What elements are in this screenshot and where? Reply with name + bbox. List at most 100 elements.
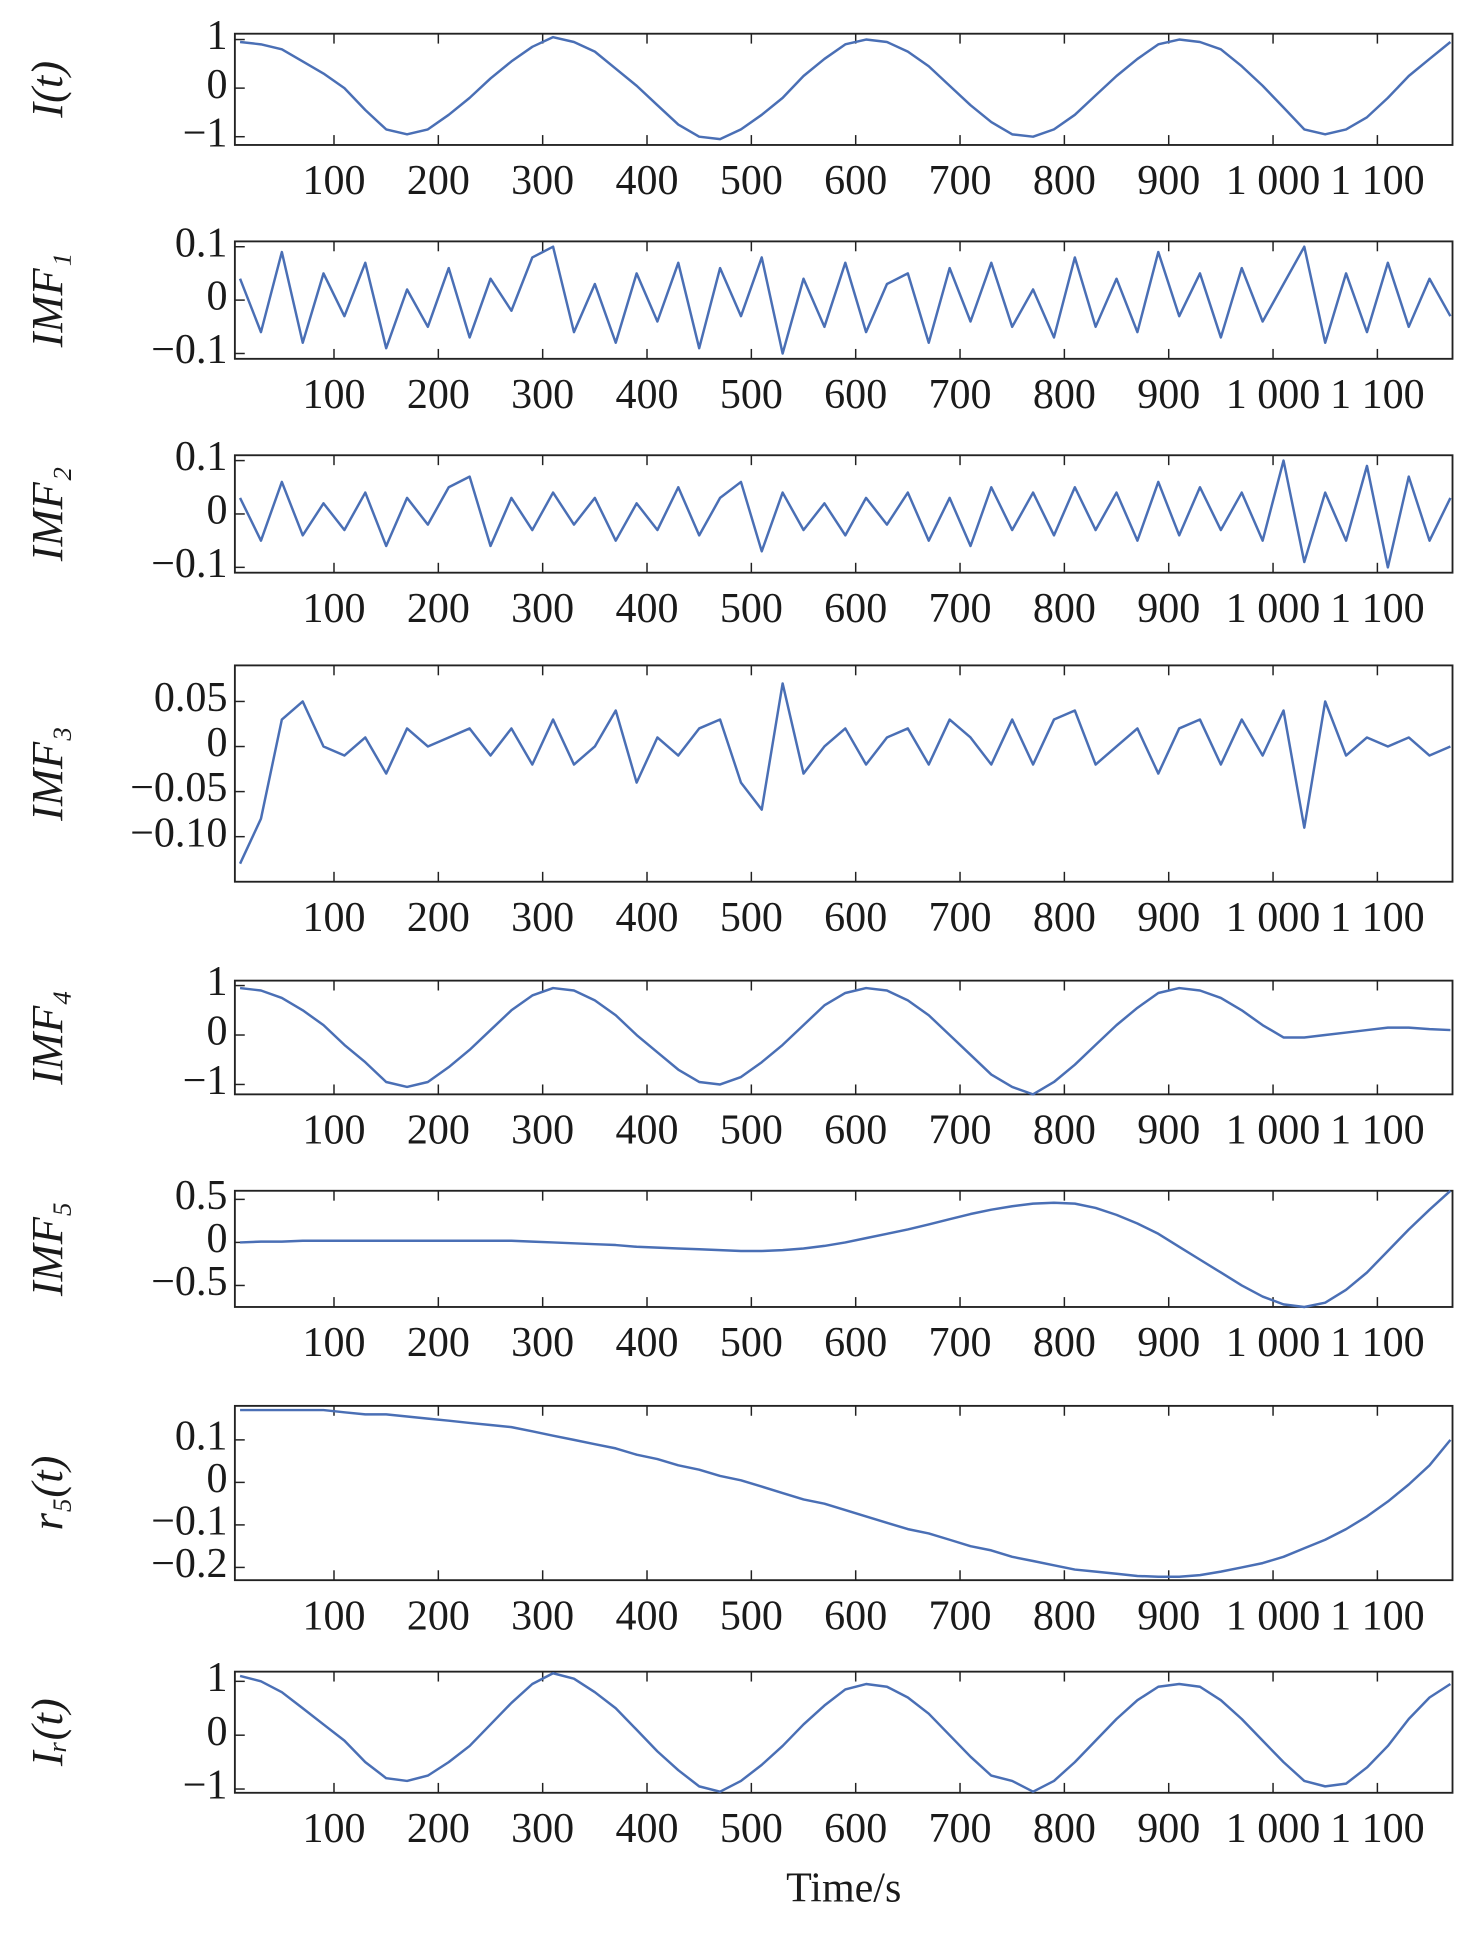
x-tick-label: 900 xyxy=(1137,895,1200,941)
x-tick-label: 900 xyxy=(1137,586,1200,632)
x-tick-label: 400 xyxy=(615,1806,678,1852)
x-tick-label: 1 000 xyxy=(1226,1593,1321,1639)
y-tick-label: 0 xyxy=(206,488,227,534)
x-tick-label: 1 100 xyxy=(1330,1320,1425,1366)
y-tick-label: −0.1 xyxy=(151,541,227,587)
signal-line xyxy=(239,35,1452,141)
x-tick-label: 500 xyxy=(720,1108,783,1154)
x-tick-label: 1 000 xyxy=(1226,158,1321,204)
plot-frame xyxy=(233,240,1454,360)
x-tick-label: 700 xyxy=(929,1108,992,1154)
x-tick-label: 700 xyxy=(929,372,992,418)
x-tick-label: 400 xyxy=(615,1108,678,1154)
x-tick-label: 500 xyxy=(720,1320,783,1366)
x-tick-label: 700 xyxy=(929,158,992,204)
x-tick-label: 1 100 xyxy=(1330,586,1425,632)
x-tick-label: 300 xyxy=(511,586,574,632)
x-tick-label: 1 100 xyxy=(1330,895,1425,941)
y-tick-label: −1 xyxy=(183,1763,228,1809)
x-tick-label: 800 xyxy=(1033,586,1096,632)
x-axis-label: Time/s xyxy=(786,1865,901,1911)
y-tick-label: 0 xyxy=(206,720,227,766)
x-tick-label: 200 xyxy=(407,586,470,632)
x-tick-label: 400 xyxy=(615,1320,678,1366)
plot-frame xyxy=(233,1670,1454,1794)
y-tick-label: 0.5 xyxy=(175,1173,228,1219)
y-tick-label: −0.2 xyxy=(151,1541,227,1587)
x-tick-label: 1 000 xyxy=(1226,372,1321,418)
y-axis-label: IMF₄ xyxy=(22,990,72,1086)
signal-line xyxy=(240,1189,1452,1309)
y-axis-label: IMF₅ xyxy=(22,1202,72,1298)
x-tick-label: 100 xyxy=(302,1593,365,1639)
plot-frame xyxy=(233,1189,1454,1308)
x-tick-label: 1 100 xyxy=(1330,158,1425,204)
y-axis-label: IMF₂ xyxy=(22,467,72,563)
panel: −101 100 200 300 400 500 600 700 800 900 1 000 1 10… xyxy=(22,13,1454,204)
x-tick-label: 600 xyxy=(824,586,887,632)
x-tick-label: 900 xyxy=(1137,158,1200,204)
x-tick-label: 800 xyxy=(1033,158,1096,204)
y-axis-label: IMF₁ xyxy=(22,253,72,349)
y-tick-label: 0.1 xyxy=(175,434,228,480)
x-tick-label: 1 100 xyxy=(1330,372,1425,418)
y-tick-label: 0.1 xyxy=(175,220,228,266)
x-tick-label: 300 xyxy=(511,895,574,941)
x-tick-label: 300 xyxy=(511,1320,574,1366)
x-tick-label: 600 xyxy=(824,1320,887,1366)
x-tick-label: 300 xyxy=(511,158,574,204)
x-tick-label: 600 xyxy=(824,1108,887,1154)
x-tick-label: 100 xyxy=(302,372,365,418)
x-tick-label: 200 xyxy=(407,1593,470,1639)
x-tick-label: 100 xyxy=(302,586,365,632)
x-tick-label: 300 xyxy=(511,1806,574,1852)
plot-frame xyxy=(233,979,1454,1096)
x-tick-label: 800 xyxy=(1033,1593,1096,1639)
x-tick-label: 800 xyxy=(1033,1320,1096,1366)
y-tick-label: 0 xyxy=(206,1456,227,1502)
panel: −101 100 200 300 400 500 600 700 800 900 1 000 1 10… xyxy=(22,959,1454,1154)
y-tick-label: 0 xyxy=(206,1009,227,1055)
x-tick-label: 500 xyxy=(720,372,783,418)
x-tick-label: 500 xyxy=(720,1593,783,1639)
y-axis-label: r₅(t) xyxy=(22,1456,72,1531)
x-tick-label: 200 xyxy=(407,1806,470,1852)
x-tick-label: 600 xyxy=(824,1806,887,1852)
y-tick-label: −0.5 xyxy=(151,1259,227,1305)
x-tick-label: 500 xyxy=(720,586,783,632)
x-tick-label: 1 000 xyxy=(1226,586,1321,632)
x-tick-label: 600 xyxy=(824,158,887,204)
x-tick-label: 200 xyxy=(407,1108,470,1154)
y-tick-label: 1 xyxy=(206,13,227,59)
x-tick-label: 100 xyxy=(302,895,365,941)
x-tick-label: 800 xyxy=(1033,372,1096,418)
signal-line xyxy=(239,1672,1452,1793)
x-tick-label: 1 100 xyxy=(1330,1108,1425,1154)
x-tick-label: 100 xyxy=(302,1320,365,1366)
signal-line xyxy=(238,682,1451,865)
y-tick-label: 0.05 xyxy=(154,675,228,721)
signal-line xyxy=(240,1408,1452,1578)
plot-frame xyxy=(233,1404,1454,1582)
panel: −0.500.5 100 200 300 400 500 600 700 800 900 1 000… xyxy=(22,1173,1454,1366)
y-tick-label: 1 xyxy=(206,1655,227,1701)
y-tick-label: 1 xyxy=(206,959,227,1005)
signal-line xyxy=(238,245,1452,355)
y-tick-label: 0 xyxy=(206,1709,227,1755)
x-tick-label: 900 xyxy=(1137,1108,1200,1154)
y-tick-label: −1 xyxy=(183,1058,228,1104)
x-tick-label: 400 xyxy=(615,1593,678,1639)
x-tick-label: 300 xyxy=(511,1593,574,1639)
panel: −0.2−0.100.1 100 200 300 400 500 600 700 800 900 1… xyxy=(22,1404,1454,1639)
x-tick-label: 700 xyxy=(929,1806,992,1852)
x-tick-label: 900 xyxy=(1137,1320,1200,1366)
x-tick-label: 500 xyxy=(720,1806,783,1852)
plot-frame xyxy=(233,32,1454,146)
y-axis-label: Iᵣ(t) xyxy=(22,1698,72,1767)
x-tick-label: 1 100 xyxy=(1330,1593,1425,1639)
x-tick-label: 500 xyxy=(720,895,783,941)
x-tick-label: 200 xyxy=(407,1320,470,1366)
